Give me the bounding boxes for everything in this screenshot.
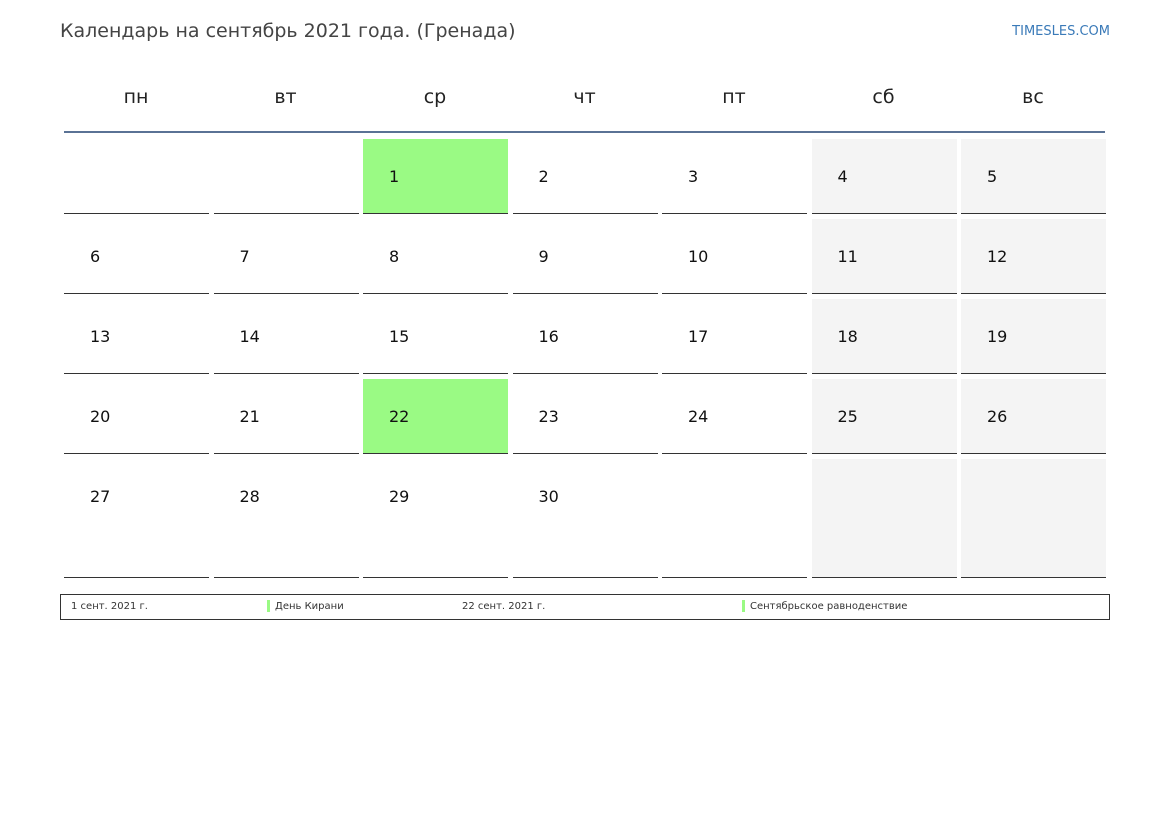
- day-cell: 9: [512, 219, 658, 294]
- day-cell: 16: [512, 299, 658, 374]
- day-number: 23: [538, 407, 559, 426]
- holiday-name: Сентябрьское равноденствие: [750, 601, 908, 612]
- day-number: 10: [688, 247, 709, 266]
- day-number: 8: [389, 247, 400, 266]
- site-link[interactable]: TIMESLES.COM: [1012, 24, 1110, 39]
- day-cell: 2: [512, 139, 658, 214]
- day-number: 3: [688, 167, 699, 186]
- day-cell: 25: [811, 379, 957, 454]
- day-number: 24: [688, 407, 709, 426]
- weekday-label: чт: [573, 86, 596, 108]
- day-cell: 11: [811, 219, 957, 294]
- day-number: 9: [538, 247, 549, 266]
- header-rule: [64, 131, 1105, 133]
- weekday-label: пт: [722, 86, 746, 108]
- day-number: 21: [239, 407, 260, 426]
- day-cell: 7: [213, 219, 359, 294]
- day-number: 20: [90, 407, 111, 426]
- day-cell: 17: [662, 299, 807, 374]
- day-number: 1: [389, 167, 400, 186]
- day-cell: 21: [213, 379, 359, 454]
- day-number: 12: [987, 247, 1008, 266]
- day-number: 2: [538, 167, 549, 186]
- holiday-date: 22 сент. 2021 г.: [462, 601, 546, 612]
- day-cell: 26: [961, 379, 1106, 454]
- day-number: 6: [90, 247, 101, 266]
- day-number: 5: [987, 167, 998, 186]
- day-cell: 15: [363, 299, 508, 374]
- day-cell: 28: [213, 459, 359, 578]
- day-cell: 18: [811, 299, 957, 374]
- day-cell: 6: [64, 219, 209, 294]
- day-number: 22: [389, 407, 410, 426]
- title: Календарь на сентябрь 2021 года. (Гренад…: [60, 20, 516, 42]
- day-cell: 24: [662, 379, 807, 454]
- day-number: 27: [90, 487, 111, 506]
- day-number: 13: [90, 327, 111, 346]
- day-cell: 27: [64, 459, 209, 578]
- day-cell: [64, 139, 209, 214]
- day-number: 28: [239, 487, 260, 506]
- day-number: 14: [239, 327, 260, 346]
- weekday-label: пн: [123, 86, 149, 108]
- weekday-label: сб: [872, 86, 895, 108]
- day-cell: 20: [64, 379, 209, 454]
- day-cell: 8: [363, 219, 508, 294]
- holiday-marker: [267, 600, 270, 612]
- day-number: 4: [837, 167, 848, 186]
- weekday-label: вс: [1022, 86, 1044, 108]
- day-number: 29: [389, 487, 410, 506]
- day-cell: [811, 459, 957, 578]
- day-cell: 12: [961, 219, 1106, 294]
- day-cell: [662, 459, 807, 578]
- day-cell: 30: [512, 459, 658, 578]
- day-number: 18: [837, 327, 858, 346]
- day-number: 7: [239, 247, 250, 266]
- holiday-name: День Кирани: [275, 601, 344, 612]
- holiday-marker: [742, 600, 745, 612]
- day-cell: 29: [363, 459, 508, 578]
- day-number: 30: [538, 487, 559, 506]
- day-number: 17: [688, 327, 709, 346]
- day-number: 25: [837, 407, 858, 426]
- day-cell: 19: [961, 299, 1106, 374]
- day-cell: 13: [64, 299, 209, 374]
- day-cell: 3: [662, 139, 807, 214]
- day-cell: [961, 459, 1106, 578]
- weekday-label: вт: [274, 86, 297, 108]
- weekday-label: ср: [423, 86, 447, 108]
- day-cell: [213, 139, 359, 214]
- day-number: 26: [987, 407, 1008, 426]
- holiday-date: 1 сент. 2021 г.: [71, 601, 148, 612]
- day-cell: 22: [363, 379, 508, 454]
- day-cell: 5: [961, 139, 1106, 214]
- legend: 1 сент. 2021 г. День Кирани 22 сент. 2021 …: [60, 594, 1110, 620]
- day-number: 19: [987, 327, 1008, 346]
- day-cell: 23: [512, 379, 658, 454]
- day-cell: 4: [811, 139, 957, 214]
- day-cell: 1: [363, 139, 508, 214]
- day-cell: 14: [213, 299, 359, 374]
- day-number: 11: [837, 247, 858, 266]
- day-number: 15: [389, 327, 410, 346]
- day-cell: 10: [662, 219, 807, 294]
- day-number: 16: [538, 327, 559, 346]
